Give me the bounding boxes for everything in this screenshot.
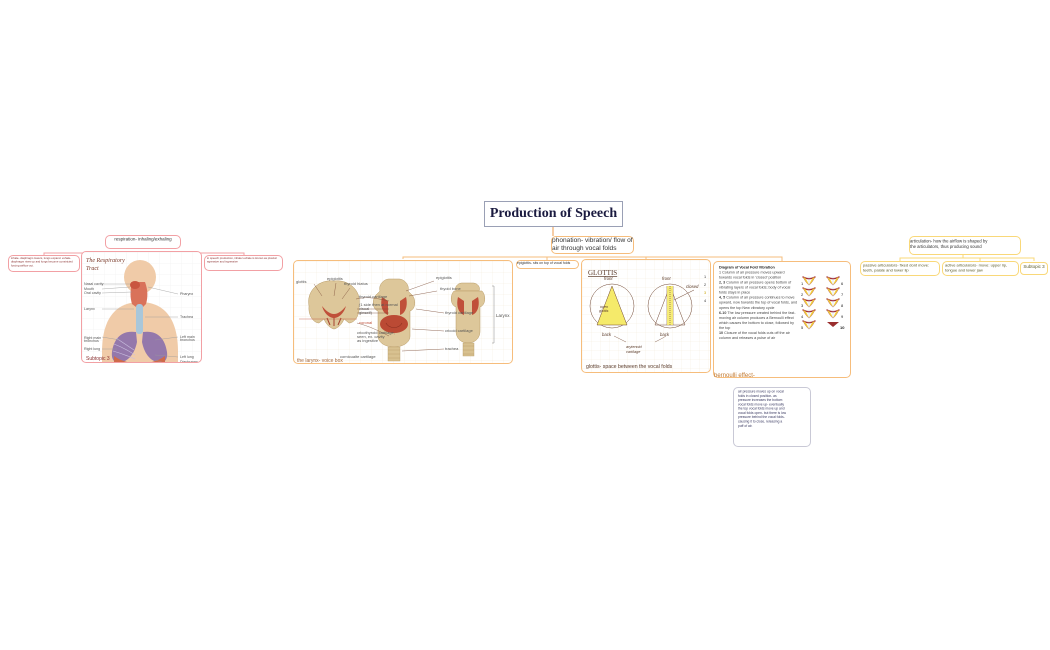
svg-text:bronchus: bronchus <box>180 338 195 342</box>
svg-text:1: 1 <box>704 275 706 279</box>
svg-text:Trachea: Trachea <box>180 315 193 319</box>
svg-text:2: 2 <box>704 283 706 287</box>
svg-text:cartilage: cartilage <box>626 350 640 354</box>
svg-text:4: 4 <box>704 299 706 303</box>
svg-text:arytenoid: arytenoid <box>626 345 643 349</box>
svg-text:cricoid cartilage: cricoid cartilage <box>445 328 474 333</box>
svg-text:closed: closed <box>686 284 699 289</box>
svg-text:glottis: glottis <box>599 309 609 313</box>
svg-text:2: 2 <box>801 292 804 297</box>
svg-text:the larynx- voice box: the larynx- voice box <box>297 358 343 364</box>
svg-text:8: 8 <box>841 303 844 308</box>
svg-text:cornicualte cartilage: cornicualte cartilage <box>340 354 376 359</box>
svg-text:thyoid bone: thyoid bone <box>440 286 461 291</box>
svg-text:Larynx: Larynx <box>84 307 95 311</box>
svg-text:1: 1 <box>801 281 804 286</box>
svg-text:front: front <box>604 276 613 281</box>
svg-text:ginself): ginself) <box>359 310 373 315</box>
svg-text:epiglottis: epiglottis <box>327 276 343 281</box>
svg-text:Nasal cavity: Nasal cavity <box>84 282 104 286</box>
svg-text:3: 3 <box>801 303 804 308</box>
svg-text:back: back <box>660 332 670 337</box>
svg-text:4: 4 <box>801 314 804 319</box>
svg-text:Left lung: Left lung <box>180 355 194 359</box>
svg-text:thyroid hiatus: thyroid hiatus <box>344 281 368 286</box>
svg-text:5: 5 <box>801 325 804 330</box>
svg-text:7: 7 <box>841 292 844 297</box>
svg-text:GLOTTIS: GLOTTIS <box>588 269 617 277</box>
svg-text:Pharynx: Pharynx <box>180 292 193 296</box>
svg-text:bronchus: bronchus <box>84 339 99 343</box>
svg-text:glottis: glottis <box>296 279 306 284</box>
svg-text:trachea: trachea <box>445 346 459 351</box>
svg-text:thyroid cartilage: thyroid cartilage <box>445 310 474 315</box>
svg-text:glottis- space between the voc: glottis- space between the vocal folds <box>586 364 673 370</box>
svg-text:Oral cavity: Oral cavity <box>84 291 101 295</box>
svg-text:Diaphragm: Diaphragm <box>180 360 198 363</box>
svg-text:as ingestive: as ingestive <box>357 338 379 343</box>
svg-text:Right lung: Right lung <box>84 347 100 351</box>
svg-text:epiglottis: epiglottis <box>436 275 452 280</box>
svg-text:back: back <box>602 332 612 337</box>
svg-text:Larynx: Larynx <box>496 313 510 318</box>
svg-text:coronal: coronal <box>359 320 372 325</box>
svg-text:The Respiratory: The Respiratory <box>86 258 125 264</box>
svg-text:3: 3 <box>704 291 706 295</box>
svg-text:9: 9 <box>841 314 844 319</box>
svg-text:10: 10 <box>840 325 845 330</box>
svg-text:front: front <box>662 276 671 281</box>
svg-text:thyroid cartilage: thyroid cartilage <box>359 294 388 299</box>
svg-text:6: 6 <box>841 281 844 286</box>
svg-text:Tract: Tract <box>86 266 99 272</box>
svg-text:Subtopic 3: Subtopic 3 <box>86 356 110 362</box>
